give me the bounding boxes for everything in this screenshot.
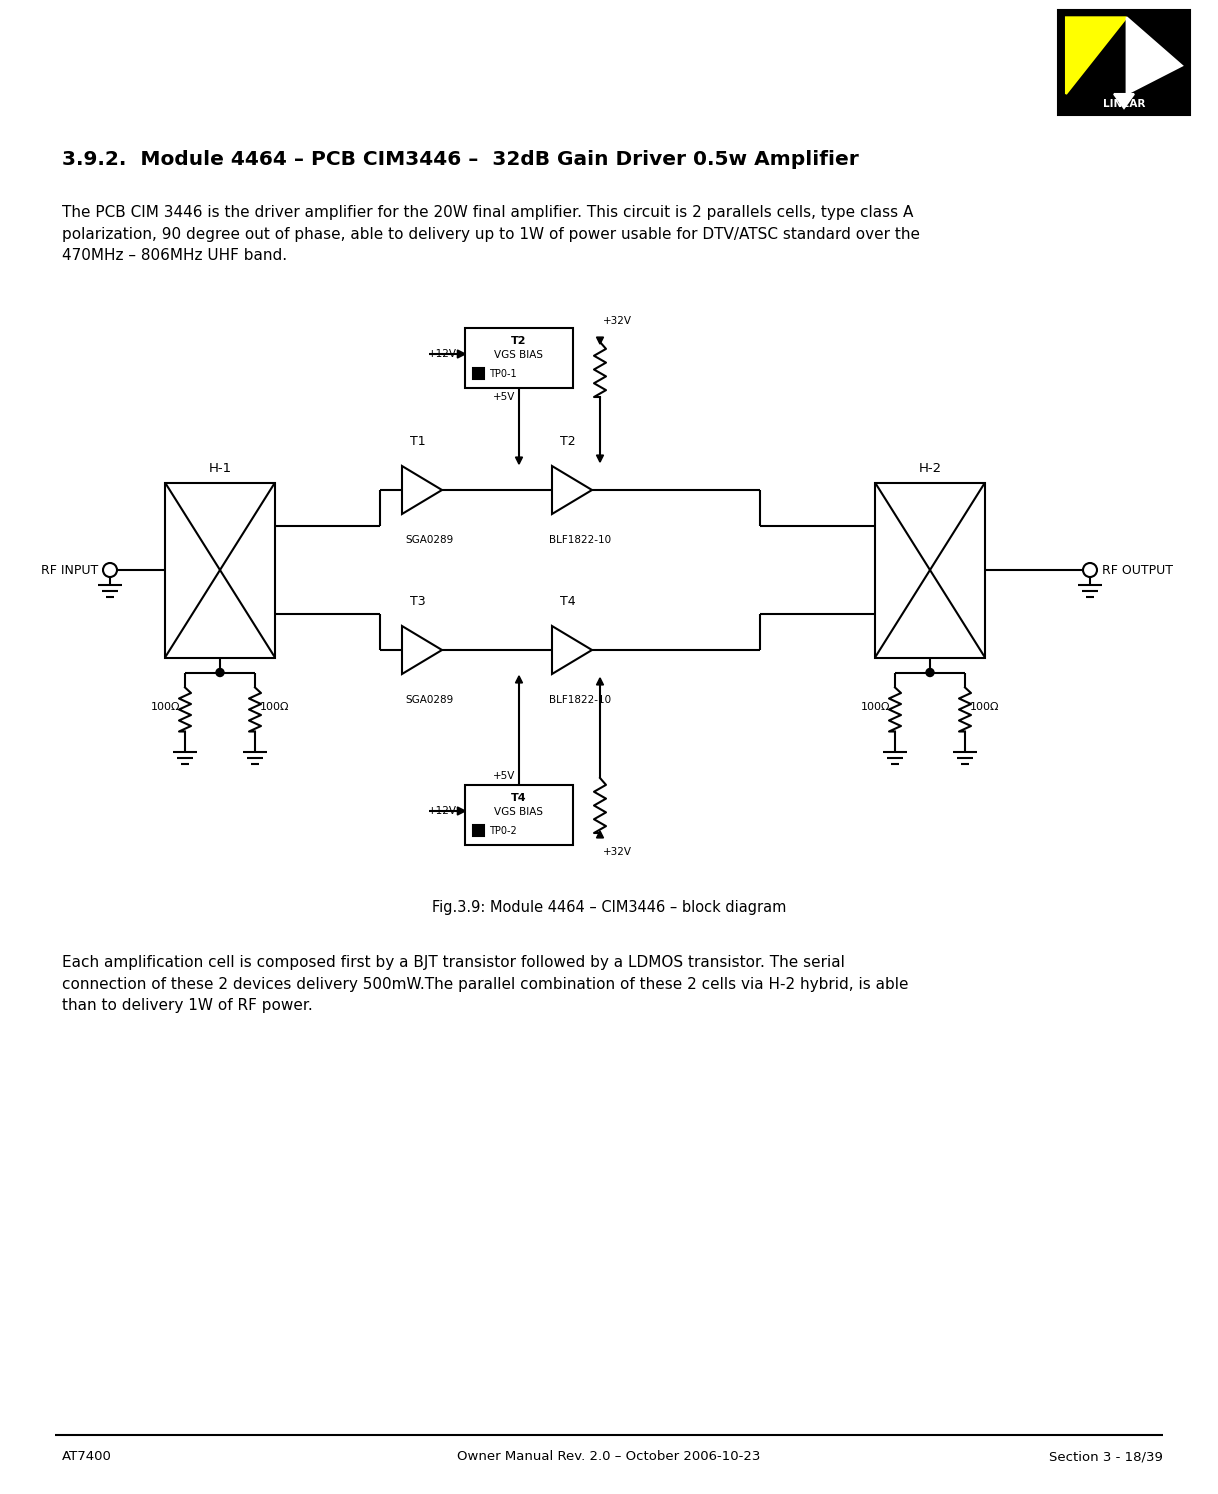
Polygon shape bbox=[597, 831, 603, 838]
Bar bbox=[465, 329, 572, 388]
Text: VGS BIAS: VGS BIAS bbox=[495, 807, 543, 817]
Text: RF INPUT: RF INPUT bbox=[40, 563, 97, 577]
Text: +12V: +12V bbox=[428, 350, 457, 359]
Polygon shape bbox=[515, 457, 523, 465]
Text: +5V: +5V bbox=[492, 771, 515, 781]
Text: T2: T2 bbox=[560, 435, 576, 448]
Polygon shape bbox=[1127, 18, 1181, 94]
Polygon shape bbox=[552, 626, 592, 674]
Text: BLF1822-10: BLF1822-10 bbox=[549, 535, 611, 545]
Text: 3.9.2.  Module 4464 – PCB CIM3446 –  32dB Gain Driver 0.5w Amplifier: 3.9.2. Module 4464 – PCB CIM3446 – 32dB … bbox=[62, 149, 859, 169]
Text: H-2: H-2 bbox=[918, 462, 942, 475]
Polygon shape bbox=[1114, 94, 1134, 108]
Text: RF OUTPUT: RF OUTPUT bbox=[1102, 563, 1173, 577]
Text: +12V: +12V bbox=[428, 805, 457, 816]
Text: H-1: H-1 bbox=[208, 462, 231, 475]
Text: 100Ω: 100Ω bbox=[970, 702, 1000, 713]
Bar bbox=[473, 368, 484, 379]
Text: VGS BIAS: VGS BIAS bbox=[495, 350, 543, 360]
Polygon shape bbox=[1066, 18, 1127, 94]
Polygon shape bbox=[597, 678, 603, 684]
Text: 100Ω: 100Ω bbox=[860, 702, 890, 713]
Bar bbox=[465, 784, 572, 846]
Text: +32V: +32V bbox=[603, 317, 632, 326]
Text: Each amplification cell is composed first by a BJT transistor followed by a LDMO: Each amplification cell is composed firs… bbox=[62, 955, 909, 1013]
Text: Fig.3.9: Module 4464 – CIM3446 – block diagram: Fig.3.9: Module 4464 – CIM3446 – block d… bbox=[432, 899, 786, 914]
Text: LINEAR: LINEAR bbox=[1102, 99, 1145, 109]
Text: 100Ω: 100Ω bbox=[151, 702, 180, 713]
Bar bbox=[875, 483, 985, 657]
Text: The PCB CIM 3446 is the driver amplifier for the 20W final amplifier. This circu: The PCB CIM 3446 is the driver amplifier… bbox=[62, 205, 920, 263]
Text: +32V: +32V bbox=[603, 847, 632, 858]
Circle shape bbox=[216, 668, 224, 677]
Bar bbox=[1058, 10, 1190, 115]
Polygon shape bbox=[458, 350, 465, 359]
Polygon shape bbox=[402, 466, 442, 514]
Polygon shape bbox=[597, 456, 603, 462]
Text: SGA0289: SGA0289 bbox=[406, 535, 454, 545]
Text: Section 3 - 18/39: Section 3 - 18/39 bbox=[1049, 1451, 1163, 1463]
Circle shape bbox=[926, 668, 934, 677]
Text: TP0-1: TP0-1 bbox=[488, 369, 516, 379]
Text: T2: T2 bbox=[512, 336, 526, 347]
Text: 100Ω: 100Ω bbox=[259, 702, 290, 713]
Polygon shape bbox=[515, 675, 523, 683]
Polygon shape bbox=[597, 338, 603, 344]
Text: +5V: +5V bbox=[492, 391, 515, 402]
Circle shape bbox=[104, 563, 117, 577]
Text: T4: T4 bbox=[560, 595, 576, 608]
Text: BLF1822-10: BLF1822-10 bbox=[549, 695, 611, 705]
Text: SGA0289: SGA0289 bbox=[406, 695, 454, 705]
Text: TP0-2: TP0-2 bbox=[488, 826, 516, 837]
Circle shape bbox=[1083, 563, 1097, 577]
Bar bbox=[164, 483, 275, 657]
Text: T4: T4 bbox=[512, 793, 527, 802]
Text: AT7400: AT7400 bbox=[62, 1451, 112, 1463]
Text: T3: T3 bbox=[410, 595, 426, 608]
Text: Owner Manual Rev. 2.0 – October 2006-10-23: Owner Manual Rev. 2.0 – October 2006-10-… bbox=[457, 1451, 761, 1463]
Text: T1: T1 bbox=[410, 435, 426, 448]
Polygon shape bbox=[552, 466, 592, 514]
Polygon shape bbox=[458, 807, 465, 816]
Polygon shape bbox=[402, 626, 442, 674]
Bar bbox=[473, 825, 484, 837]
